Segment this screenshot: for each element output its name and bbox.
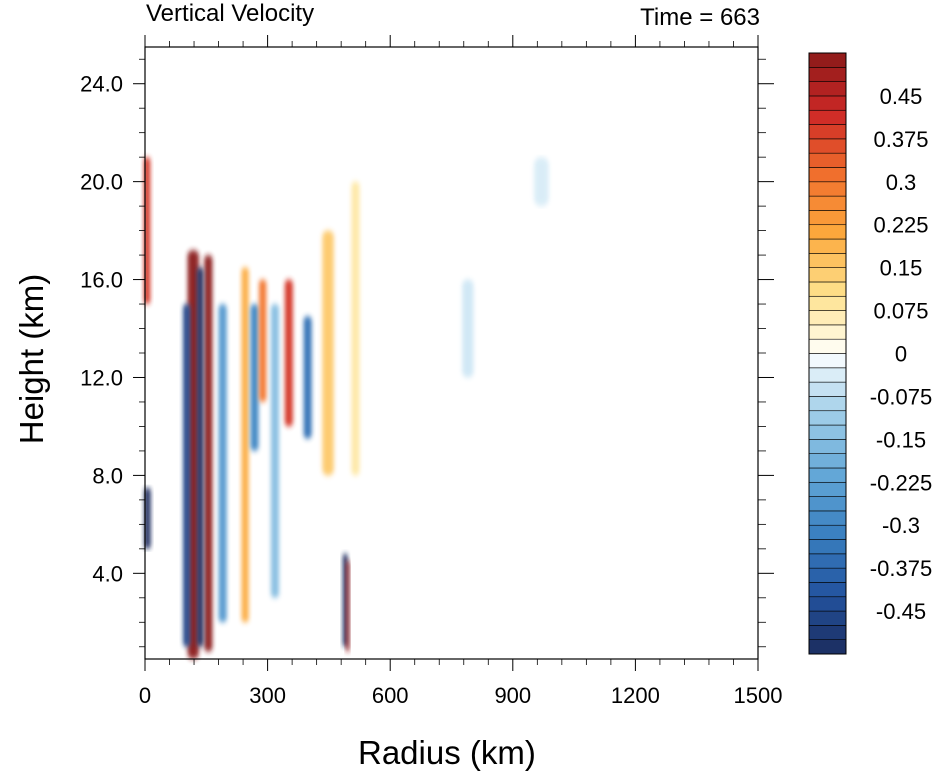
colorbar-segment <box>808 224 847 240</box>
colorbar-segment <box>808 253 847 268</box>
heatmap-feature <box>204 255 213 652</box>
heatmap-feature <box>250 304 259 451</box>
colorbar-segment <box>808 281 847 297</box>
colorbar-segment <box>808 453 847 469</box>
colorbar-segment <box>808 353 847 369</box>
colorbar <box>808 52 847 655</box>
colorbar-label: 0.375 <box>873 127 928 152</box>
time-label: Time = 663 <box>640 4 760 31</box>
colorbar-frame <box>808 52 847 655</box>
colorbar-segment <box>808 81 847 97</box>
colorbar-label: 0.15 <box>880 256 923 281</box>
y-tick-label: 16.0 <box>80 268 123 293</box>
colorbar-label: 0.3 <box>886 170 917 195</box>
colorbar-segment <box>808 124 847 140</box>
heatmap-feature <box>196 267 204 647</box>
colorbar-segment <box>808 181 847 197</box>
heatmap-feature <box>270 304 280 598</box>
colorbar-segment <box>808 639 847 655</box>
x-tick-label: 0 <box>139 683 151 708</box>
colorbar-segment <box>808 367 847 383</box>
colorbar-segment <box>808 625 847 640</box>
heatmap-feature <box>284 279 293 427</box>
colorbar-segment <box>808 95 847 111</box>
heatmap-feature <box>144 487 151 549</box>
heatmap-feature <box>303 316 312 439</box>
colorbar-segment <box>808 553 847 569</box>
y-tick-label: 8.0 <box>92 463 123 488</box>
colorbar-segment <box>808 410 847 426</box>
y-tick-label: 4.0 <box>92 561 123 586</box>
colorbar-segment <box>808 295 847 311</box>
heatmap-feature <box>241 267 249 623</box>
colorbar-label: -0.375 <box>870 556 932 581</box>
heatmap-feature <box>346 561 350 652</box>
colorbar-segment <box>808 582 847 598</box>
colorbar-label: -0.075 <box>870 384 932 409</box>
chart-title: Vertical Velocity <box>146 0 315 27</box>
colorbar-segment <box>808 109 847 125</box>
colorbar-segment <box>808 152 847 168</box>
y-axis-label: Height (km) <box>13 273 50 445</box>
colorbar-labels: 0.45 0.375 0.3 0.225 0.15 0.075 0 -0.075 -0.15 -0… <box>870 84 932 624</box>
plot-background <box>145 47 758 659</box>
colorbar-segment <box>808 496 847 512</box>
colorbar-label: -0.45 <box>876 599 926 624</box>
colorbar-segment <box>808 324 847 340</box>
colorbar-segment <box>808 524 847 540</box>
colorbar-segment <box>808 424 847 440</box>
heatmap-feature <box>183 304 191 647</box>
x-tick-label: 1500 <box>734 683 783 708</box>
colorbar-segment <box>808 467 847 483</box>
colorbar-segment <box>808 52 847 68</box>
heatmap-feature <box>462 279 474 378</box>
colorbar-segment <box>808 610 847 626</box>
colorbar-segment <box>808 439 847 454</box>
tick-marks <box>133 35 774 671</box>
colorbar-segment <box>808 338 847 354</box>
y-tick-label: 24.0 <box>80 72 123 97</box>
colorbar-segment <box>808 238 847 254</box>
heatmap-feature <box>534 157 549 207</box>
colorbar-label: 0.225 <box>873 213 928 238</box>
colorbar-segment <box>808 567 847 583</box>
colorbar-segment <box>808 210 847 226</box>
heatmap-feature <box>218 304 227 623</box>
colorbar-segment <box>808 267 847 283</box>
heatmap-feature <box>259 279 267 402</box>
heatmap-feature <box>351 181 360 476</box>
x-tick-label: 1200 <box>611 683 660 708</box>
colorbar-label: 0.075 <box>873 299 928 324</box>
colorbar-segment <box>808 481 847 497</box>
colorbar-segment <box>808 381 847 397</box>
y-tick-label: 12.0 <box>80 365 123 390</box>
plot-area: 0 300 600 900 1200 1500 4.0 8.0 12.0 16.0 20.0 24.… <box>80 35 782 708</box>
colorbar-segment <box>808 510 847 526</box>
colorbar-label: -0.225 <box>870 470 932 495</box>
heatmap-feature <box>322 230 334 476</box>
colorbar-segment <box>808 596 847 612</box>
colorbar-segment <box>808 195 847 211</box>
x-tick-label: 300 <box>249 683 286 708</box>
x-axis-label: Radius (km) <box>358 734 536 771</box>
colorbar-segment <box>808 167 847 183</box>
y-tick-label: 20.0 <box>80 170 123 195</box>
colorbar-segment <box>808 138 847 154</box>
colorbar-label: -0.15 <box>876 427 926 452</box>
colorbar-label: -0.3 <box>882 513 920 538</box>
colorbar-segment <box>808 396 847 412</box>
x-tick-label: 900 <box>494 683 531 708</box>
colorbar-label: 0.45 <box>880 84 923 109</box>
colorbar-label: 0 <box>895 342 907 367</box>
colorbar-segment <box>808 67 847 82</box>
y-tick-labels: 4.0 8.0 12.0 16.0 20.0 24.0 <box>80 72 123 587</box>
x-tick-label: 600 <box>372 683 409 708</box>
x-tick-labels: 0 300 600 900 1200 1500 <box>139 683 783 708</box>
colorbar-segment <box>808 310 847 326</box>
colorbar-segment <box>808 539 847 555</box>
